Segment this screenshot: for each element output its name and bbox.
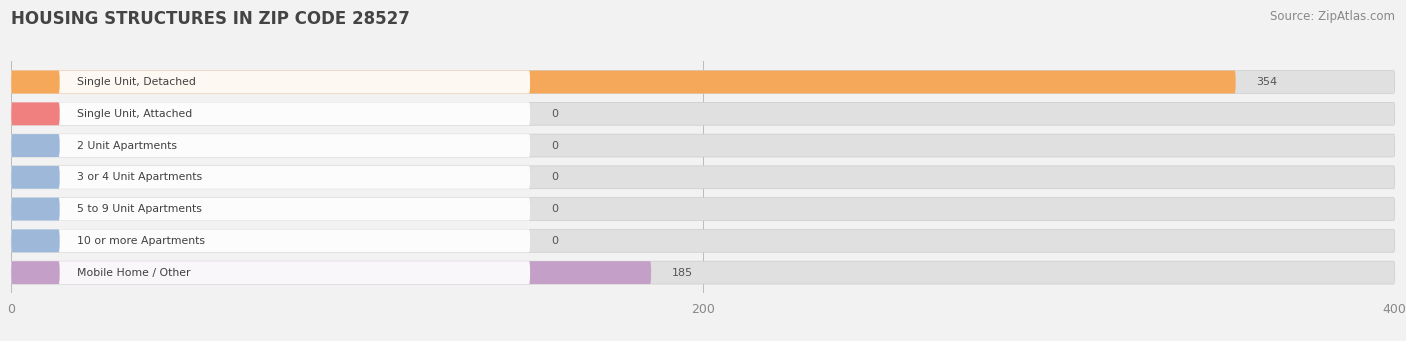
FancyBboxPatch shape [11, 134, 530, 157]
Text: Single Unit, Attached: Single Unit, Attached [77, 109, 193, 119]
Text: 3 or 4 Unit Apartments: 3 or 4 Unit Apartments [77, 172, 202, 182]
FancyBboxPatch shape [11, 198, 530, 221]
Text: 354: 354 [1257, 77, 1278, 87]
FancyBboxPatch shape [11, 102, 530, 125]
Text: 5 to 9 Unit Apartments: 5 to 9 Unit Apartments [77, 204, 202, 214]
FancyBboxPatch shape [11, 102, 59, 125]
FancyBboxPatch shape [11, 71, 59, 93]
FancyBboxPatch shape [11, 229, 1395, 252]
FancyBboxPatch shape [11, 166, 1395, 189]
FancyBboxPatch shape [11, 229, 530, 252]
FancyBboxPatch shape [11, 261, 651, 284]
FancyBboxPatch shape [11, 261, 530, 284]
FancyBboxPatch shape [11, 134, 1395, 157]
FancyBboxPatch shape [11, 166, 59, 189]
FancyBboxPatch shape [11, 198, 1395, 221]
Text: 0: 0 [551, 204, 558, 214]
FancyBboxPatch shape [11, 198, 59, 221]
Text: HOUSING STRUCTURES IN ZIP CODE 28527: HOUSING STRUCTURES IN ZIP CODE 28527 [11, 10, 411, 28]
FancyBboxPatch shape [11, 71, 1236, 93]
FancyBboxPatch shape [11, 71, 1395, 93]
Text: 10 or more Apartments: 10 or more Apartments [77, 236, 205, 246]
FancyBboxPatch shape [11, 102, 1395, 125]
Text: 185: 185 [672, 268, 693, 278]
Text: 0: 0 [551, 109, 558, 119]
FancyBboxPatch shape [11, 166, 530, 189]
FancyBboxPatch shape [11, 261, 1395, 284]
Text: 0: 0 [551, 172, 558, 182]
FancyBboxPatch shape [11, 261, 59, 284]
Text: 0: 0 [551, 140, 558, 151]
FancyBboxPatch shape [11, 134, 59, 157]
FancyBboxPatch shape [11, 229, 59, 252]
Text: Mobile Home / Other: Mobile Home / Other [77, 268, 190, 278]
Text: Single Unit, Detached: Single Unit, Detached [77, 77, 195, 87]
Text: 0: 0 [551, 236, 558, 246]
FancyBboxPatch shape [11, 71, 530, 93]
Text: Source: ZipAtlas.com: Source: ZipAtlas.com [1270, 10, 1395, 23]
Text: 2 Unit Apartments: 2 Unit Apartments [77, 140, 177, 151]
